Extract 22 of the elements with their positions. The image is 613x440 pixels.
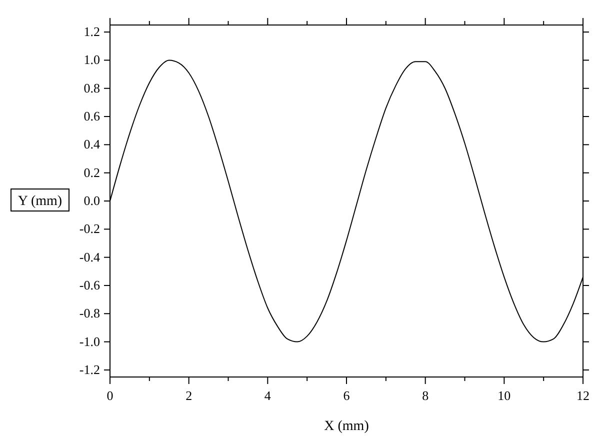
x-tick-label: 12 bbox=[576, 388, 590, 403]
y-tick-label: 0.6 bbox=[84, 108, 100, 124]
y-tick-label: -0.4 bbox=[79, 249, 100, 264]
y-tick-label: -1.2 bbox=[79, 362, 100, 377]
y-tick-label: 0.4 bbox=[84, 136, 100, 152]
y-tick-label: 1.2 bbox=[84, 24, 100, 40]
x-tick-label: 0 bbox=[106, 388, 114, 403]
y-tick-label: 0.2 bbox=[84, 164, 100, 180]
y-tick-label: -0.8 bbox=[79, 306, 100, 321]
x-axis-title: X (mm) bbox=[324, 419, 370, 434]
y-tick-label: -0.6 bbox=[79, 277, 100, 292]
x-tick-label: 2 bbox=[186, 388, 192, 403]
y-tick-label: 0.8 bbox=[84, 80, 100, 96]
x-tick-label: 8 bbox=[422, 388, 429, 403]
x-tick-label: 6 bbox=[343, 388, 350, 403]
y-axis-title: Y (mm) bbox=[18, 194, 62, 209]
y-tick-label: 1.0 bbox=[84, 52, 100, 68]
x-tick-label: 10 bbox=[498, 388, 511, 403]
y-tick-label: 0.0 bbox=[84, 193, 100, 208]
y-tick-label: -1.0 bbox=[79, 334, 100, 349]
y-tick-label: -0.2 bbox=[79, 221, 100, 236]
x-tick-label: 4 bbox=[264, 388, 272, 403]
